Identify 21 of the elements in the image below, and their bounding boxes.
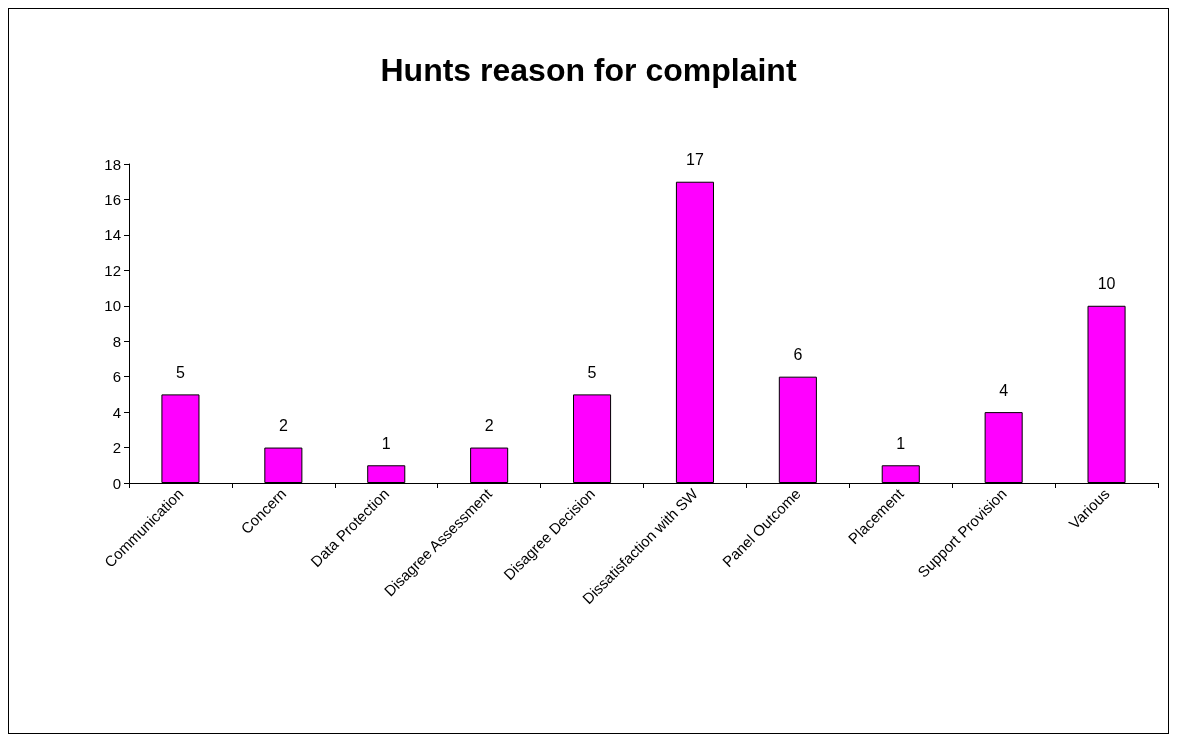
y-tick-label: 8 (112, 332, 121, 350)
y-tick-label: 12 (104, 261, 121, 279)
data-label: 5 (176, 363, 185, 381)
y-tick-label: 14 (104, 226, 121, 244)
y-tick-label: 18 (104, 155, 121, 173)
data-label: 6 (793, 346, 803, 364)
y-tick-label: 0 (112, 474, 121, 492)
data-label: 1 (381, 434, 391, 452)
data-label: 1 (896, 434, 906, 452)
y-tick-label: 4 (112, 403, 121, 421)
data-label: 4 (999, 381, 1009, 399)
data-label: 2 (484, 417, 494, 435)
chart-title: Hunts reason for complaint (380, 52, 797, 88)
data-label: 5 (587, 363, 597, 381)
y-tick-label: 6 (112, 368, 121, 386)
data-label: 10 (1097, 275, 1116, 293)
y-tick-label: 2 (112, 439, 121, 457)
data-label: 2 (278, 417, 288, 435)
y-tick-label: 10 (104, 297, 121, 315)
data-label: 17 (686, 151, 704, 169)
y-tick-label: 16 (104, 190, 121, 208)
